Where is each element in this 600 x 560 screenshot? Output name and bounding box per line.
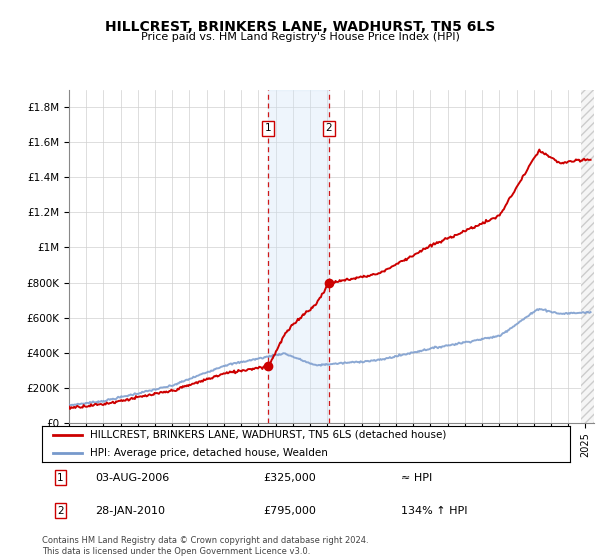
Bar — [268, 90, 329, 423]
Text: 1: 1 — [57, 473, 64, 483]
Text: 2: 2 — [325, 123, 332, 133]
Text: ≈ HPI: ≈ HPI — [401, 473, 432, 483]
Text: £325,000: £325,000 — [264, 473, 317, 483]
Text: 03-AUG-2006: 03-AUG-2006 — [95, 473, 169, 483]
Text: 134% ↑ HPI: 134% ↑ HPI — [401, 506, 467, 516]
Text: HILLCREST, BRINKERS LANE, WADHURST, TN5 6LS (detached house): HILLCREST, BRINKERS LANE, WADHURST, TN5 … — [89, 430, 446, 440]
Text: HPI: Average price, detached house, Wealden: HPI: Average price, detached house, Weal… — [89, 448, 328, 458]
Text: Price paid vs. HM Land Registry's House Price Index (HPI): Price paid vs. HM Land Registry's House … — [140, 32, 460, 43]
Text: 1: 1 — [265, 123, 272, 133]
Text: HILLCREST, BRINKERS LANE, WADHURST, TN5 6LS: HILLCREST, BRINKERS LANE, WADHURST, TN5 … — [105, 20, 495, 34]
Text: £795,000: £795,000 — [264, 506, 317, 516]
Text: 2: 2 — [57, 506, 64, 516]
Text: Contains HM Land Registry data © Crown copyright and database right 2024.
This d: Contains HM Land Registry data © Crown c… — [42, 536, 368, 556]
Text: 28-JAN-2010: 28-JAN-2010 — [95, 506, 165, 516]
Bar — [581, 90, 600, 423]
